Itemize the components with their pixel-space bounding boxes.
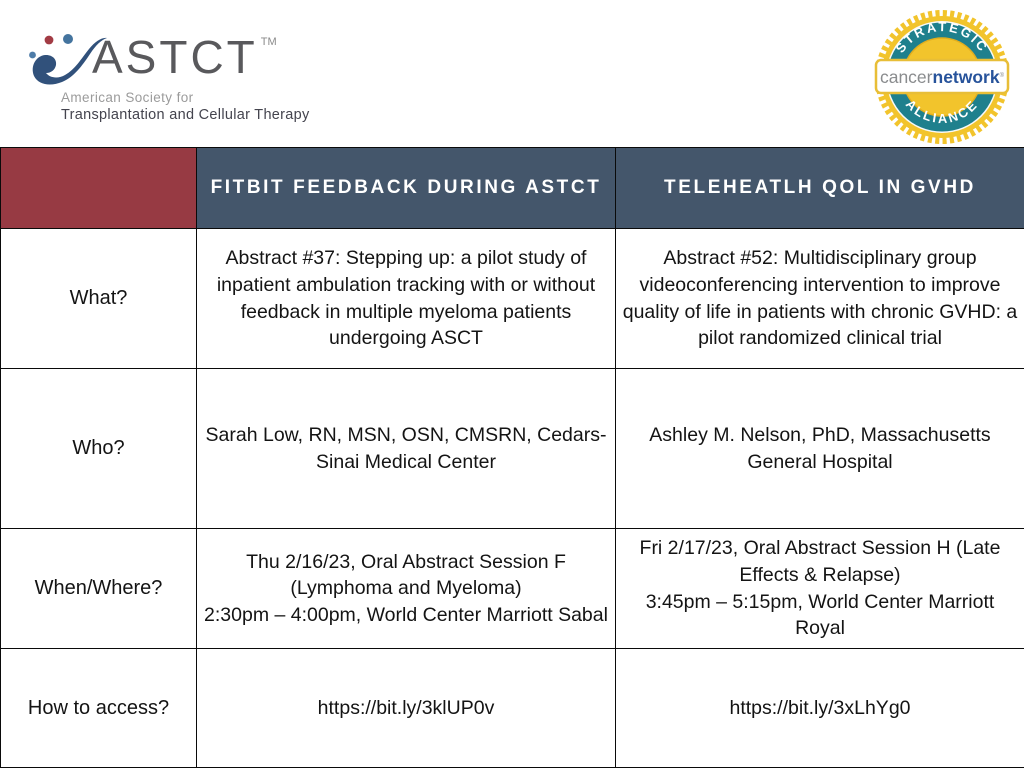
column-header-fitbit: FITBIT FEEDBACK DURING ASTCT (196, 147, 616, 229)
what-telehealth-cell: Abstract #52: Multidisciplinary group vi… (615, 228, 1024, 369)
sessions-table: FITBIT FEEDBACK DURING ASTCT TELEHEATLH … (0, 147, 1024, 768)
top-header: ASTCT TM American Society for Transplanta… (0, 0, 1024, 147)
what-fitbit-cell: Abstract #37: Stepping up: a pilot study… (196, 228, 616, 369)
when-telehealth-cell: Fri 2/17/23, Oral Abstract Session H (La… (615, 528, 1024, 649)
trademark-symbol: TM (260, 36, 277, 48)
astct-subtitle-line1: American Society for (61, 90, 194, 105)
who-telehealth-cell: Ashley M. Nelson, PhD, Massachusetts Gen… (615, 368, 1024, 529)
table-row-how-to-access: How to access? https://bit.ly/3klUP0v ht… (0, 648, 1024, 768)
row-label-how-to-access: How to access? (0, 648, 197, 768)
table-header-row: FITBIT FEEDBACK DURING ASTCT TELEHEATLH … (0, 147, 1024, 229)
table-row-what: What? Abstract #37: Stepping up: a pilot… (0, 228, 1024, 369)
telehealth-access-link[interactable]: https://bit.ly/3xLhYg0 (615, 648, 1024, 768)
row-label-who: Who? (0, 368, 197, 529)
astct-swoosh-icon (29, 34, 107, 85)
cancer-network-alliance-badge: STRATEGIC ALLIANCE ★ ★ cancernetwork® (866, 8, 1018, 146)
astct-logo: ASTCT TM American Society for Transplanta… (28, 28, 358, 133)
fitbit-access-link[interactable]: https://bit.ly/3klUP0v (196, 648, 616, 768)
astct-name: ASTCT (92, 31, 258, 83)
corner-cell (0, 147, 197, 229)
badge-brand-band (874, 58, 1010, 95)
column-header-telehealth: TELEHEATLH QOL IN GVHD (615, 147, 1024, 229)
table-row-who: Who? Sarah Low, RN, MSN, OSN, CMSRN, Ced… (0, 368, 1024, 529)
who-fitbit-cell: Sarah Low, RN, MSN, OSN, CMSRN, Cedars-S… (196, 368, 616, 529)
registered-symbol: ® (1000, 72, 1005, 79)
astct-wordmark: ASTCT TM (92, 34, 277, 80)
row-label-what: What? (0, 228, 197, 369)
astct-subtitle-line2: Transplantation and Cellular Therapy (61, 107, 310, 123)
when-fitbit-cell: Thu 2/16/23, Oral Abstract Session F (Ly… (196, 528, 616, 649)
cancer-network-wordmark: cancernetwork® (880, 67, 1005, 87)
table-row-when-where: When/Where? Thu 2/16/23, Oral Abstract S… (0, 528, 1024, 649)
row-label-when-where: When/Where? (0, 528, 197, 649)
